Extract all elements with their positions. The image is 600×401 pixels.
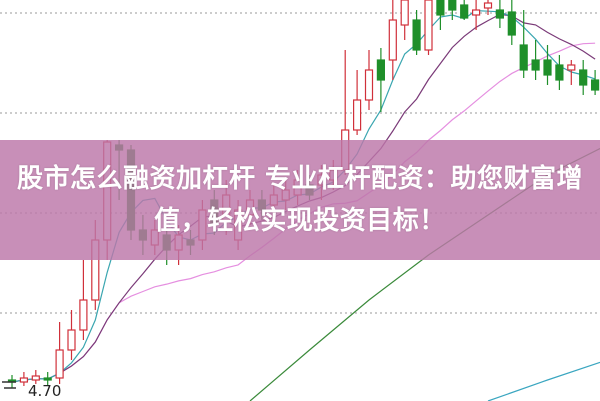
candle-body: [376, 59, 385, 81]
candle-body: [543, 59, 552, 76]
candle-body: [472, 9, 481, 16]
candle-body: [79, 299, 88, 331]
candle-body: [507, 11, 516, 36]
candle-body: [460, 4, 469, 19]
banner-title-line2: 值，轻松实现投资目标！: [154, 206, 446, 236]
candle-body: [555, 64, 564, 81]
candle-body: [495, 9, 504, 19]
candle-body: [519, 44, 528, 71]
candle-body: [31, 375, 40, 381]
candle-body: [531, 59, 540, 71]
candle-body: [67, 329, 76, 351]
candle-body: [19, 377, 28, 383]
candle-body: [579, 69, 588, 86]
y-tick-label: 4.70: [28, 382, 62, 400]
candle-body: [590, 79, 600, 91]
candle-body: [400, 0, 409, 26]
candle-body: [412, 19, 421, 51]
candle-body: [448, 0, 457, 11]
candle-body: [483, 2, 493, 9]
ma-longer-line: [487, 361, 600, 401]
candle-body: [55, 349, 64, 379]
banner-title-line1: 股市怎么融资加杠杆 专业杠杆配资：助您财富增: [16, 164, 584, 194]
title-banner: 股市怎么融资加杠杆 专业杠杆配资：助您财富增 值，轻松实现投资目标！: [0, 140, 600, 260]
candle-body: [424, 0, 433, 51]
candle-body: [436, 0, 445, 16]
candle-body: [567, 64, 576, 71]
candle-body: [43, 377, 52, 381]
candle-body: [388, 19, 397, 61]
candle-body: [364, 69, 374, 101]
price-marker-arrow: [2, 381, 16, 389]
candle-body: [353, 99, 362, 131]
